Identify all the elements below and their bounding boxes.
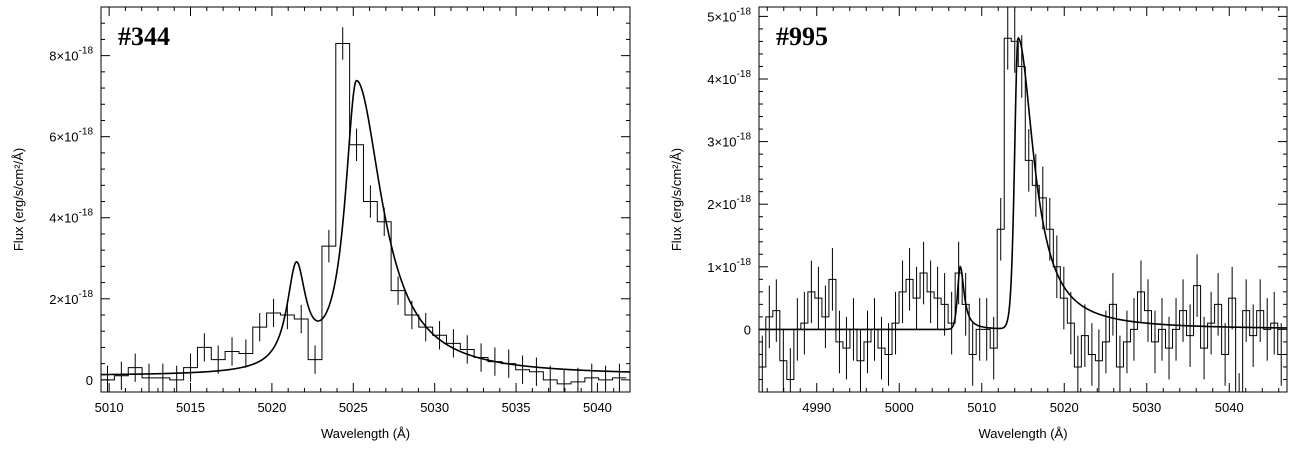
y-tick-label: 2×10-18	[49, 289, 93, 307]
plot-frame	[758, 6, 1288, 393]
y-tick-label: 5×10-18	[707, 6, 751, 24]
y-tick-label: 3×10-18	[707, 132, 751, 150]
x-tick-label: 5020	[1050, 400, 1079, 415]
y-axis-title: Flux (erg/s/cm²/Å)	[11, 148, 26, 251]
y-tick-label: 0	[744, 322, 751, 337]
observed-spectrum-histogram	[101, 42, 627, 385]
model-fit-curve	[101, 79, 630, 376]
x-tick-label: 5025	[339, 400, 368, 415]
panel-label: #344	[118, 22, 170, 51]
y-tick-label: 8×10-18	[49, 46, 93, 64]
y-tick-label: 4×10-18	[707, 69, 751, 87]
plot-area	[759, 7, 1287, 392]
x-tick-label: 5035	[502, 400, 531, 415]
panel-label: #995	[776, 22, 828, 51]
y-axis-title: Flux (erg/s/cm²/Å)	[669, 148, 684, 251]
x-tick-label: 5010	[967, 400, 996, 415]
y-tick-label: 4×10-18	[49, 208, 93, 226]
x-tick-label: 5040	[583, 400, 612, 415]
x-tick-label: 5030	[1132, 400, 1161, 415]
x-tick-label: 5040	[1215, 400, 1244, 415]
x-tick-label: 5015	[176, 400, 205, 415]
chart-panel-1: 5010 5015 5020 5025 5030 5035 5040 0 2×10-18 4×10…	[11, 6, 631, 441]
x-axis-title: Wavelength (Å)	[321, 426, 410, 441]
y-tick-label: 2×10-18	[707, 194, 751, 212]
x-tick-label: 5020	[257, 400, 286, 415]
x-tick-label: 4990	[802, 400, 831, 415]
observed-spectrum-histogram	[759, 37, 1285, 392]
x-tick-label: 5030	[420, 400, 449, 415]
y-tick-label: 6×10-18	[49, 127, 93, 145]
x-tick-label: 5000	[885, 400, 914, 415]
x-tick-label: 5010	[95, 400, 124, 415]
plot-area	[101, 27, 630, 392]
model-fit-curve	[759, 36, 1287, 331]
chart-panel-2: 4990 5000 5010 5020 5030 5040 0 1×10-18 2×10-18 3…	[669, 6, 1288, 441]
x-axis-title: Wavelength (Å)	[978, 426, 1067, 441]
y-tick-label: 1×10-18	[707, 257, 751, 275]
y-tick-label: 0	[86, 373, 93, 388]
plot-frame	[100, 6, 631, 393]
